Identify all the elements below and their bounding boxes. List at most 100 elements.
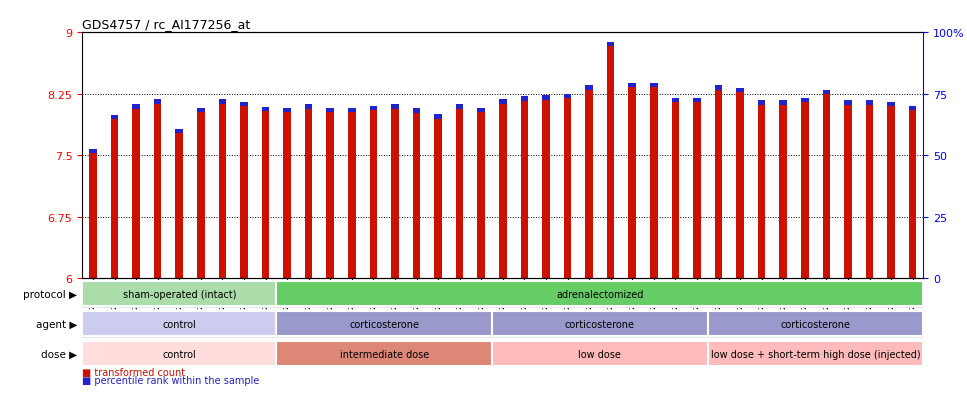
Bar xyxy=(607,43,614,278)
Text: corticosterone: corticosterone xyxy=(349,319,420,329)
Bar xyxy=(434,115,442,278)
Bar xyxy=(82,311,277,337)
Bar xyxy=(82,341,277,366)
Text: ■ transformed count: ■ transformed count xyxy=(82,367,186,377)
Bar xyxy=(801,98,808,103)
Bar xyxy=(305,105,312,109)
Bar xyxy=(240,102,248,107)
Bar xyxy=(369,107,377,111)
Bar xyxy=(262,107,270,112)
Bar xyxy=(434,115,442,119)
Bar xyxy=(542,96,550,278)
Text: intermediate dose: intermediate dose xyxy=(339,349,428,359)
Bar xyxy=(348,108,356,113)
Bar xyxy=(369,107,377,278)
Bar xyxy=(392,105,398,278)
Bar xyxy=(564,95,571,99)
Bar xyxy=(888,102,894,107)
Bar xyxy=(197,108,205,113)
Bar xyxy=(175,130,183,278)
Text: adrenalectomized: adrenalectomized xyxy=(556,289,644,299)
Bar xyxy=(283,108,291,278)
Bar xyxy=(736,89,744,93)
Bar xyxy=(219,100,226,278)
Bar xyxy=(348,108,356,278)
Bar xyxy=(542,96,550,100)
Bar xyxy=(111,116,118,120)
Bar xyxy=(89,149,97,154)
Bar xyxy=(305,105,312,278)
Bar xyxy=(478,108,485,278)
Bar xyxy=(219,100,226,104)
Bar xyxy=(715,86,722,91)
Bar xyxy=(283,108,291,113)
Bar xyxy=(455,105,463,109)
Bar xyxy=(175,130,183,134)
Bar xyxy=(865,101,873,278)
Bar xyxy=(499,100,507,104)
Bar xyxy=(564,95,571,278)
Bar xyxy=(585,86,593,278)
Bar xyxy=(499,100,507,278)
Bar xyxy=(779,101,787,278)
Text: sham-operated (intact): sham-operated (intact) xyxy=(123,289,236,299)
Bar xyxy=(327,108,334,113)
Bar xyxy=(715,86,722,278)
Bar xyxy=(693,98,701,103)
Bar xyxy=(629,84,636,278)
Bar xyxy=(888,102,894,278)
Bar xyxy=(89,149,97,278)
Bar xyxy=(650,84,658,88)
Bar xyxy=(693,98,701,278)
Bar xyxy=(413,109,421,114)
Bar xyxy=(520,97,528,278)
Bar xyxy=(607,43,614,47)
Bar xyxy=(478,108,485,113)
Bar xyxy=(240,102,248,278)
Bar xyxy=(492,341,708,366)
Text: protocol ▶: protocol ▶ xyxy=(23,289,77,299)
Text: control: control xyxy=(162,349,196,359)
Bar xyxy=(708,311,923,337)
Bar xyxy=(844,101,852,105)
Text: corticosterone: corticosterone xyxy=(565,319,635,329)
Bar xyxy=(154,100,161,278)
Bar xyxy=(520,97,528,101)
Bar xyxy=(413,109,421,278)
Bar xyxy=(650,84,658,278)
Bar xyxy=(327,108,334,278)
Text: low dose + short-term high dose (injected): low dose + short-term high dose (injecte… xyxy=(711,349,921,359)
Bar xyxy=(801,98,808,278)
Bar xyxy=(197,108,205,278)
Bar xyxy=(262,107,270,278)
Bar xyxy=(277,341,492,366)
Bar xyxy=(758,101,766,278)
Bar xyxy=(132,105,140,278)
Bar xyxy=(909,107,917,111)
Bar xyxy=(629,84,636,88)
Bar xyxy=(492,311,708,337)
Bar xyxy=(844,101,852,278)
Bar xyxy=(392,105,398,109)
Text: control: control xyxy=(162,319,196,329)
Bar xyxy=(132,105,140,109)
Bar xyxy=(823,90,831,278)
Bar xyxy=(111,116,118,278)
Text: dose ▶: dose ▶ xyxy=(42,349,77,359)
Text: agent ▶: agent ▶ xyxy=(36,319,77,329)
Bar xyxy=(823,90,831,95)
Bar xyxy=(672,98,679,278)
Bar xyxy=(585,86,593,91)
Bar xyxy=(865,101,873,105)
Text: GDS4757 / rc_AI177256_at: GDS4757 / rc_AI177256_at xyxy=(82,17,250,31)
Bar xyxy=(672,98,679,103)
Text: ■ percentile rank within the sample: ■ percentile rank within the sample xyxy=(82,375,259,385)
Bar xyxy=(779,101,787,105)
Bar xyxy=(758,101,766,105)
Bar xyxy=(736,89,744,278)
Bar xyxy=(277,311,492,337)
Text: low dose: low dose xyxy=(578,349,622,359)
Bar xyxy=(909,107,917,278)
Text: corticosterone: corticosterone xyxy=(780,319,851,329)
Bar xyxy=(277,282,923,307)
